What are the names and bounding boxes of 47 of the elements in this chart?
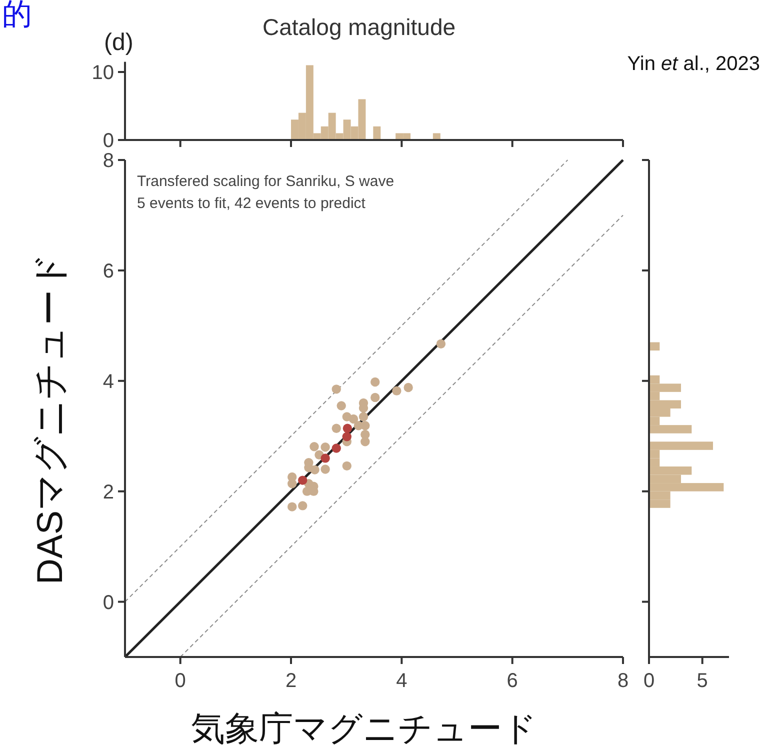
point: [348, 414, 358, 424]
text: 的: [2, 0, 32, 31]
point: [404, 382, 413, 392]
point: [288, 479, 297, 488]
point: [392, 386, 402, 396]
y-tick-label: 6: [102, 260, 114, 282]
annotation: 5 events to fit, 42 events to predict: [137, 195, 366, 212]
y-tick-label: 0: [102, 130, 114, 152]
point: [320, 454, 330, 463]
y-axis-title: DASマグニチュード: [29, 252, 70, 585]
point: [332, 424, 341, 433]
point: [320, 442, 330, 452]
point: [360, 437, 370, 446]
x-tick-label: 6: [506, 670, 518, 692]
point: [342, 461, 352, 471]
point: [298, 476, 308, 485]
text: Yin et al., 2023: [627, 53, 760, 75]
text: (d): [104, 29, 134, 56]
y-tick-label: 10: [92, 62, 114, 84]
point: [336, 401, 346, 410]
chart-title: Catalog magnitude: [262, 14, 456, 40]
x-axis-title: 気象庁マグニチュード: [191, 710, 537, 748]
x-tick-label: 2: [285, 670, 297, 692]
point: [310, 465, 320, 474]
point: [310, 442, 319, 452]
y-tick-label: 2: [102, 481, 114, 504]
point: [370, 392, 380, 402]
point: [342, 424, 352, 433]
point: [436, 339, 446, 348]
y-tick-label: 4: [102, 370, 114, 393]
point: [358, 412, 368, 422]
annotation: Transfered scaling for Sanriku, S wave: [137, 173, 394, 190]
point: [298, 501, 308, 510]
point: [320, 464, 330, 474]
point: [332, 384, 341, 394]
point: [332, 444, 341, 453]
point: [360, 421, 370, 430]
x-tick-label: 8: [617, 670, 629, 692]
point: [370, 377, 380, 387]
y-tick-label: 0: [102, 592, 114, 614]
x-tick-label: 5: [696, 670, 708, 692]
x-tick-label: 4: [396, 670, 408, 692]
x-tick-label: 0: [174, 670, 186, 692]
x-tick-label: 0: [643, 670, 655, 692]
y-tick-label: 8: [102, 150, 114, 172]
point: [288, 502, 297, 512]
point: [342, 432, 352, 442]
